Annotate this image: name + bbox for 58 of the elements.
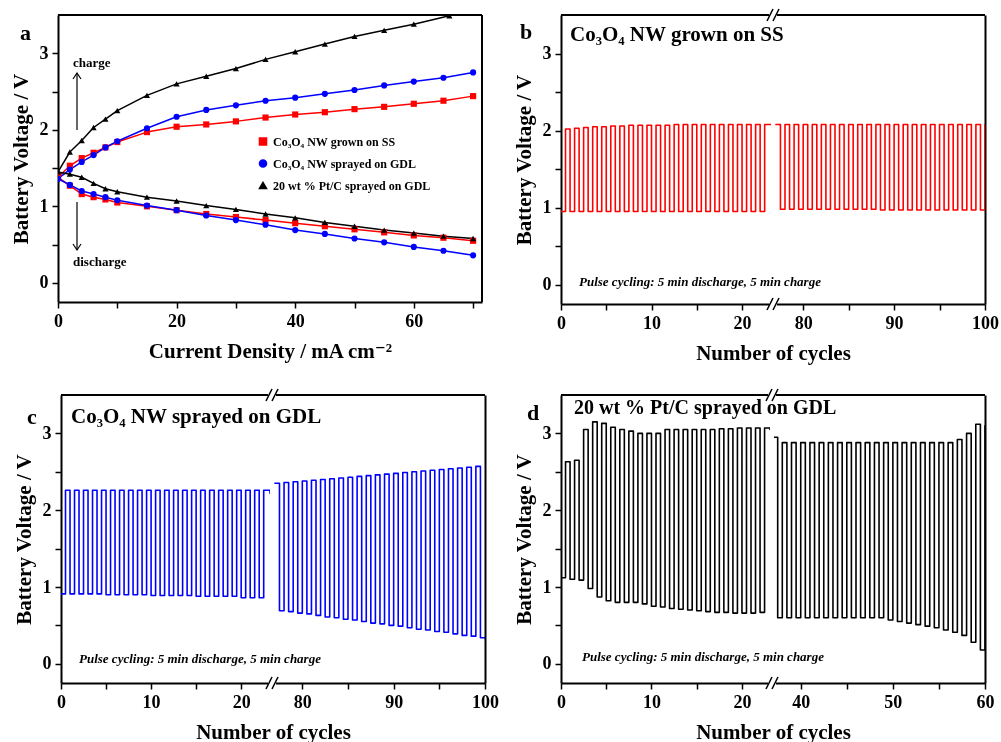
y-tick-label: 2 <box>542 499 552 520</box>
x-tick-label: 20 <box>168 310 187 331</box>
y-tick-label: 3 <box>42 422 52 443</box>
annotation: Pulse cycling: 5 min discharge, 5 min charge <box>79 651 322 666</box>
y-axis-title: Battery Voltage / V <box>511 454 536 625</box>
annotation: charge <box>73 55 111 70</box>
x-tick-label: 0 <box>57 691 66 712</box>
y-tick-label: 1 <box>542 197 552 218</box>
x-tick-label: 10 <box>643 312 662 333</box>
x-tick-label: 0 <box>557 691 566 712</box>
x-tick-label: 90 <box>885 312 904 333</box>
y-axis-title: Battery Voltage / V <box>11 454 36 625</box>
y-tick-label: 3 <box>39 42 49 63</box>
annotation: 20 wt % Pt/C sprayed on GDL <box>574 396 837 419</box>
x-tick-label: 0 <box>557 312 566 333</box>
legend-label: 20 wt % Pt/C sprayed on GDL <box>273 178 431 193</box>
y-axis-title: Battery Voltage / V <box>8 73 33 245</box>
x-tick-label: 40 <box>286 310 305 331</box>
x-tick-label: 20 <box>232 691 251 712</box>
y-tick-label: 3 <box>542 422 552 443</box>
x-axis-title: Number of cycles <box>696 340 851 365</box>
annotation: Pulse cycling: 5 min discharge, 5 min charge <box>579 274 822 289</box>
annotation: Co₃O₄ NW grown on SS <box>570 22 784 46</box>
y-tick-label: 1 <box>542 576 552 597</box>
x-tick-label: 90 <box>385 691 404 712</box>
y-tick-label: 2 <box>42 499 52 520</box>
text: d <box>527 400 540 425</box>
annotation: Co₃O₄ NW sprayed on GDL <box>71 404 322 428</box>
legend-label: Co₃O₄ NW sprayed on GDL <box>273 156 416 171</box>
x-tick-label: 20 <box>733 691 752 712</box>
x-tick-label: 100 <box>972 312 999 333</box>
x-tick-label: 10 <box>142 691 161 712</box>
annotation: discharge <box>73 254 127 269</box>
y-tick-label: 2 <box>542 120 552 141</box>
x-axis-title: Current Density / mA cm⁻² <box>148 338 393 363</box>
y-tick-label: 0 <box>542 274 552 295</box>
x-tick-label: 60 <box>976 691 995 712</box>
x-tick-label: 80 <box>794 312 813 333</box>
x-tick-label: 40 <box>792 691 811 712</box>
x-tick-label: 100 <box>472 691 499 712</box>
x-tick-label: 60 <box>405 310 424 331</box>
x-tick-label: 80 <box>293 691 312 712</box>
y-tick-label: 0 <box>542 653 552 674</box>
y-tick-label: 0 <box>42 653 52 674</box>
y-tick-label: 0 <box>39 272 49 293</box>
annotation: Pulse cycling: 5 min discharge, 5 min charge <box>582 649 825 664</box>
x-tick-label: 20 <box>733 312 752 333</box>
text: a <box>20 20 31 45</box>
y-axis-title: Battery Voltage / V <box>511 74 536 246</box>
legend-label: Co₃O₄ NW grown on SS <box>273 134 396 149</box>
text: b <box>520 19 533 44</box>
x-tick-label: 50 <box>884 691 903 712</box>
y-tick-label: 1 <box>42 576 52 597</box>
y-tick-label: 3 <box>542 43 552 64</box>
y-tick-label: 2 <box>39 119 49 140</box>
text: c <box>27 404 37 429</box>
x-tick-label: 10 <box>642 691 661 712</box>
y-tick-label: 1 <box>39 195 49 216</box>
